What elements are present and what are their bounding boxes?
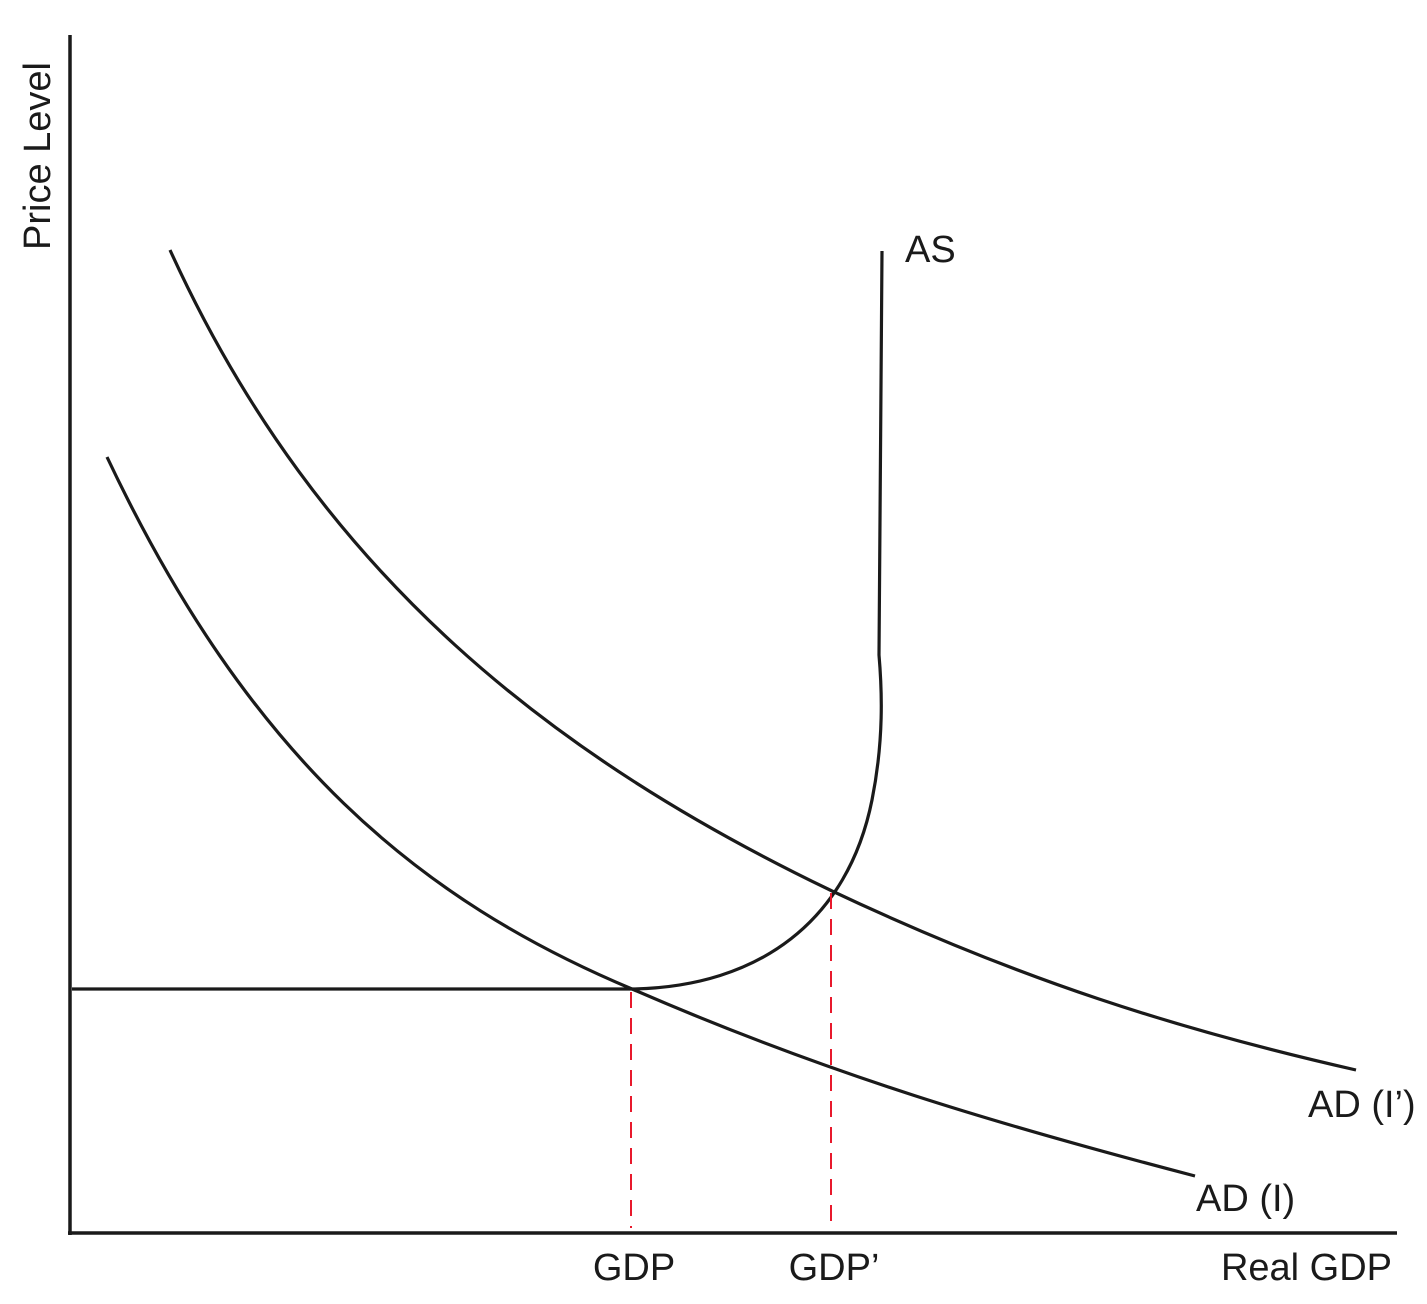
ad-original-curve — [105, 456, 1196, 1178]
as-curve-label: AS — [905, 229, 956, 271]
ad-shifted-label: AD (I’) — [1308, 1084, 1416, 1126]
gdp-tick-label: GDP — [593, 1247, 675, 1289]
x-axis-label: Real GDP — [1221, 1247, 1392, 1289]
ad-shifted-curve — [168, 249, 1357, 1072]
as-curve — [72, 250, 884, 991]
gdp-prime-tick-label: GDP’ — [789, 1247, 880, 1289]
y-axis-label: Price Level — [17, 62, 59, 250]
ad-original-label: AD (I) — [1196, 1178, 1295, 1220]
